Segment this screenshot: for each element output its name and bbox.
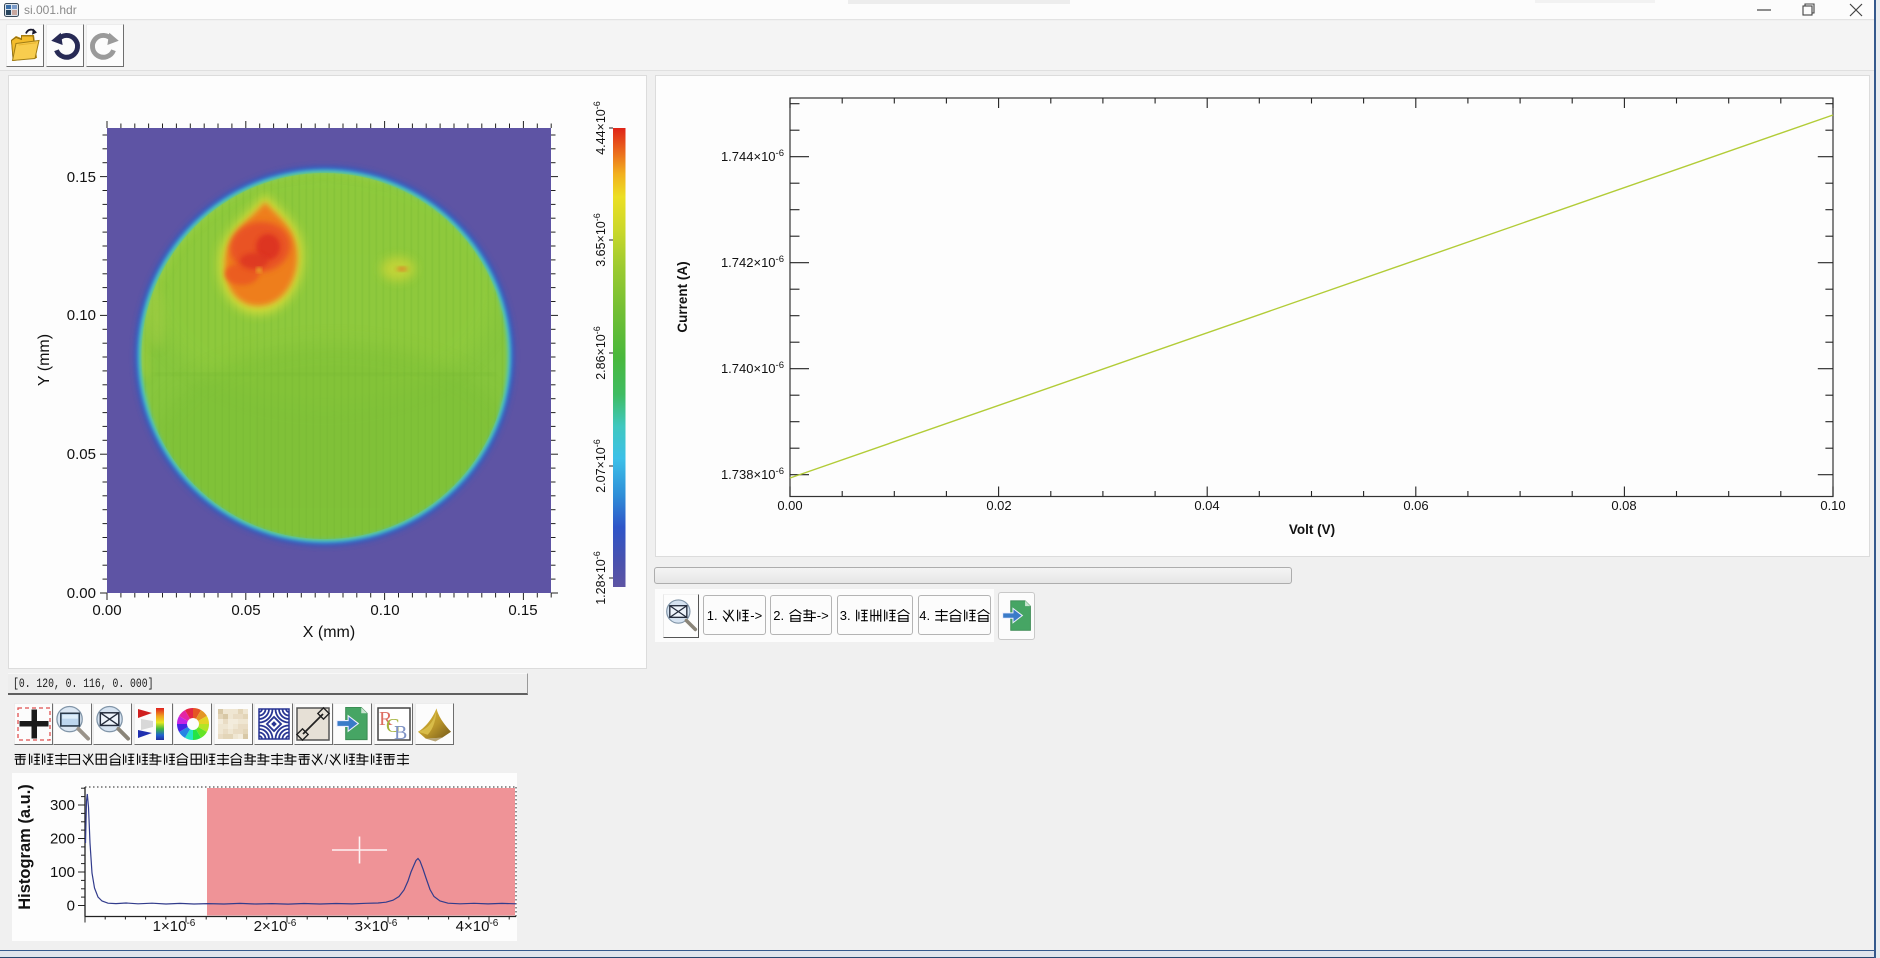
svg-text:0.00: 0.00 xyxy=(777,498,802,513)
svg-text:G: G xyxy=(386,715,400,737)
svg-text:1.742×10-6: 1.742×10-6 xyxy=(721,254,784,271)
svg-text:0.00: 0.00 xyxy=(92,602,121,619)
svg-text:0.06: 0.06 xyxy=(1403,498,1428,513)
svg-text:0.00: 0.00 xyxy=(67,585,96,602)
svg-text:3.65×10-6: 3.65×10-6 xyxy=(592,213,608,267)
svg-text:Histogram (a.u.): Histogram (a.u.) xyxy=(16,784,34,910)
svg-text:0.05: 0.05 xyxy=(231,602,260,619)
svg-text:Current (A): Current (A) xyxy=(675,261,690,332)
svg-text:0.15: 0.15 xyxy=(508,602,537,619)
svg-text:0.10: 0.10 xyxy=(1820,498,1845,513)
svg-text:2.86×10-6: 2.86×10-6 xyxy=(592,326,608,380)
svg-text:Y (mm): Y (mm) xyxy=(36,334,53,386)
svg-text:0.05: 0.05 xyxy=(67,446,96,463)
svg-text:0.04: 0.04 xyxy=(1194,498,1219,513)
svg-text:1.738×10-6: 1.738×10-6 xyxy=(721,466,784,483)
svg-text:X (mm): X (mm) xyxy=(303,624,355,641)
svg-text:R: R xyxy=(379,708,393,730)
svg-text:4.44×10-6: 4.44×10-6 xyxy=(592,101,608,155)
svg-text:0.10: 0.10 xyxy=(67,307,96,324)
svg-text:1×10-6: 1×10-6 xyxy=(153,918,196,936)
svg-text:4×10-6: 4×10-6 xyxy=(456,918,499,936)
svg-text:Volt (V): Volt (V) xyxy=(1289,522,1335,537)
svg-text:3×10-6: 3×10-6 xyxy=(355,918,398,936)
svg-text:200: 200 xyxy=(50,831,75,848)
svg-text:300: 300 xyxy=(50,797,75,814)
svg-text:0.08: 0.08 xyxy=(1611,498,1636,513)
svg-text:0.02: 0.02 xyxy=(986,498,1011,513)
svg-text:1.740×10-6: 1.740×10-6 xyxy=(721,360,784,377)
svg-text:100: 100 xyxy=(50,864,75,881)
svg-text:1.28×10-6: 1.28×10-6 xyxy=(592,551,608,605)
svg-text:2.07×10-6: 2.07×10-6 xyxy=(592,439,608,493)
svg-text:0.10: 0.10 xyxy=(370,602,399,619)
svg-text:0: 0 xyxy=(67,898,75,915)
svg-text:1.744×10-6: 1.744×10-6 xyxy=(721,148,784,165)
svg-text:0.15: 0.15 xyxy=(67,169,96,186)
svg-text:2×10-6: 2×10-6 xyxy=(254,918,297,936)
svg-text:B: B xyxy=(394,722,407,743)
